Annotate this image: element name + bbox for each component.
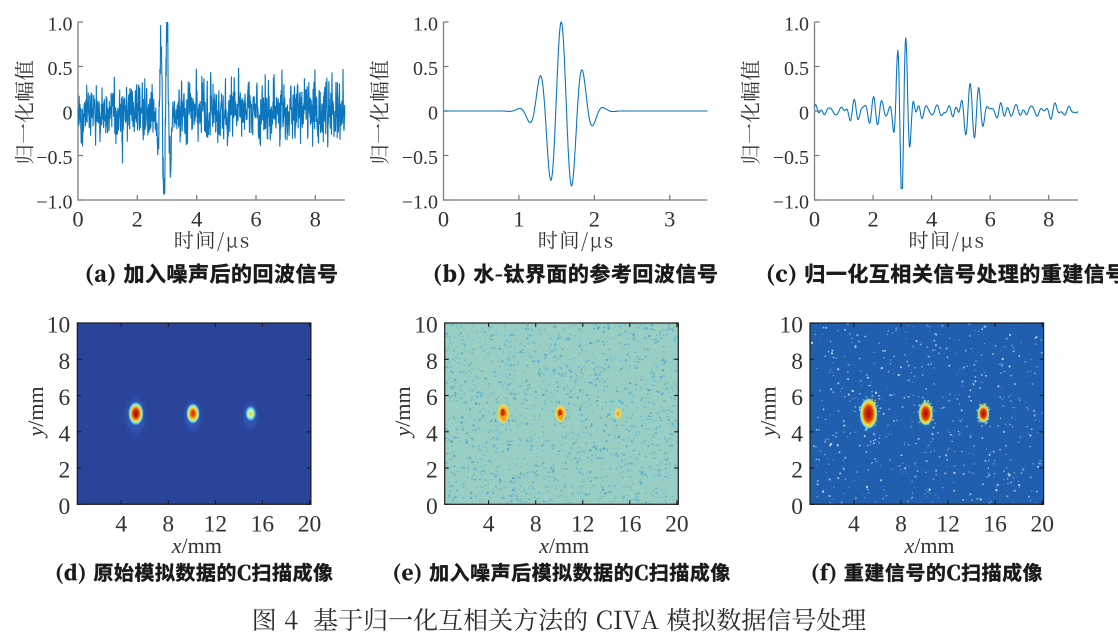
svg-text:2: 2 (59, 458, 71, 484)
svg-text:−0.5: −0.5 (773, 147, 809, 169)
svg-text:0: 0 (59, 494, 71, 520)
svg-text:4: 4 (191, 207, 202, 232)
svg-text:0.5: 0.5 (48, 58, 73, 80)
svg-text:20: 20 (298, 512, 322, 538)
svg-text:0: 0 (438, 207, 449, 232)
svg-text:16: 16 (618, 512, 642, 538)
svg-text:3: 3 (664, 207, 675, 232)
svg-text:y/mm: y/mm (23, 386, 48, 438)
svg-text:0: 0 (63, 103, 73, 125)
svg-text:4: 4 (926, 207, 937, 232)
svg-text:8: 8 (895, 512, 907, 538)
svg-text:6: 6 (985, 207, 996, 232)
svg-text:2: 2 (791, 458, 803, 484)
svg-text:−1.0: −1.0 (36, 192, 72, 214)
svg-text:4: 4 (791, 421, 803, 447)
svg-text:20: 20 (1030, 512, 1054, 538)
svg-text:0: 0 (791, 494, 803, 520)
svg-text:6: 6 (426, 385, 438, 411)
svg-text:4: 4 (115, 512, 127, 538)
svg-text:0: 0 (72, 207, 83, 232)
svg-text:0: 0 (799, 103, 809, 125)
svg-text:2: 2 (867, 207, 878, 232)
svg-text:16: 16 (983, 512, 1007, 538)
svg-text:0.5: 0.5 (413, 58, 438, 80)
svg-text:y/mm: y/mm (756, 386, 781, 438)
svg-text:8: 8 (791, 349, 803, 375)
svg-text:y/mm: y/mm (390, 386, 415, 438)
svg-text:16: 16 (251, 512, 275, 538)
svg-text:2: 2 (589, 207, 600, 232)
svg-text:4: 4 (59, 421, 71, 447)
svg-text:−1.0: −1.0 (402, 192, 438, 214)
svg-text:0.5: 0.5 (784, 58, 809, 80)
svg-text:20: 20 (665, 512, 689, 538)
svg-text:6: 6 (250, 207, 261, 232)
svg-text:10: 10 (780, 313, 804, 339)
svg-text:2: 2 (132, 207, 143, 232)
svg-text:1.0: 1.0 (784, 14, 809, 36)
svg-text:12: 12 (936, 512, 960, 538)
svg-text:12: 12 (571, 512, 595, 538)
svg-text:0: 0 (426, 494, 438, 520)
svg-text:4: 4 (848, 512, 860, 538)
svg-text:x/mm: x/mm (538, 533, 589, 558)
svg-text:8: 8 (59, 349, 71, 375)
svg-text:8: 8 (426, 349, 438, 375)
svg-text:8: 8 (1043, 207, 1054, 232)
svg-text:−0.5: −0.5 (36, 147, 72, 169)
svg-text:12: 12 (204, 512, 228, 538)
svg-text:10: 10 (47, 313, 71, 339)
svg-text:8: 8 (310, 207, 321, 232)
svg-text:6: 6 (59, 385, 71, 411)
svg-text:8: 8 (530, 512, 542, 538)
svg-text:4: 4 (483, 512, 495, 538)
svg-text:10: 10 (414, 313, 438, 339)
svg-text:−1.0: −1.0 (773, 192, 809, 214)
svg-text:1: 1 (513, 207, 524, 232)
svg-text:1.0: 1.0 (413, 14, 438, 36)
svg-text:0: 0 (809, 207, 820, 232)
svg-text:0: 0 (428, 103, 438, 125)
svg-text:8: 8 (162, 512, 174, 538)
svg-text:2: 2 (426, 458, 438, 484)
svg-text:4: 4 (426, 421, 438, 447)
svg-text:−0.5: −0.5 (402, 147, 438, 169)
svg-text:x/mm: x/mm (171, 533, 222, 558)
svg-text:x/mm: x/mm (903, 533, 954, 558)
svg-text:1.0: 1.0 (48, 14, 73, 36)
svg-text:6: 6 (791, 385, 803, 411)
